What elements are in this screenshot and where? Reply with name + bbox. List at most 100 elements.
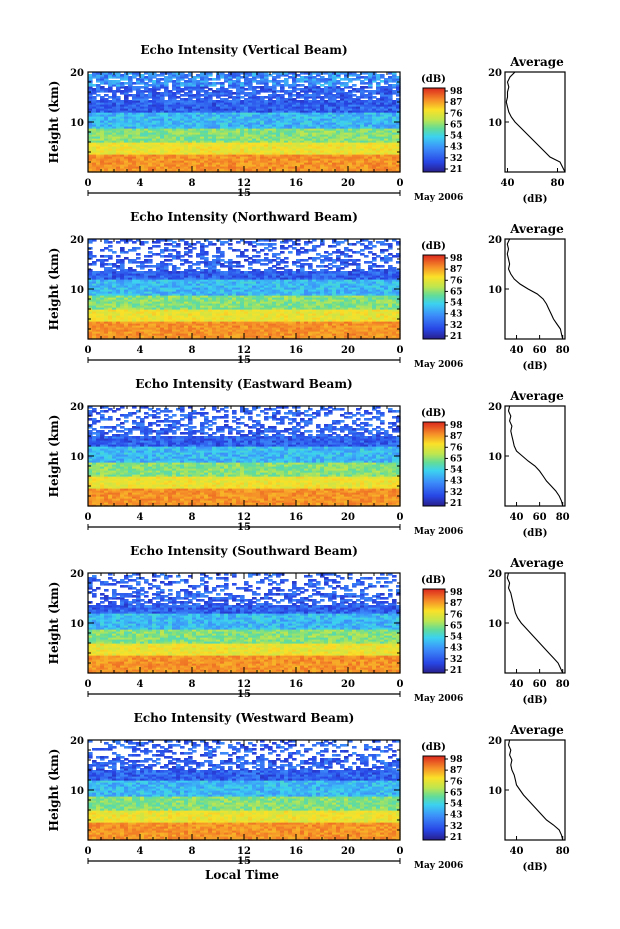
heatmap-cell xyxy=(184,166,189,169)
heatmap-cell xyxy=(316,170,321,173)
heatmap-cell xyxy=(212,146,217,149)
heatmap-cell xyxy=(132,156,137,159)
heatmap-cell xyxy=(184,134,189,137)
heatmap-cell xyxy=(104,164,109,167)
heatmap-cell xyxy=(92,154,97,157)
heatmap-cell xyxy=(260,96,265,99)
heatmap-cell xyxy=(256,90,261,93)
heatmap-cell xyxy=(336,128,341,131)
heatmap-cell xyxy=(392,168,397,171)
heatmap-cell xyxy=(280,158,285,161)
heatmap-cell xyxy=(312,148,317,151)
heatmap-cell xyxy=(320,156,325,159)
heatmap-cell xyxy=(172,134,177,137)
heatmap-cell xyxy=(96,156,101,159)
heatmap-cell xyxy=(196,162,201,165)
heatmap-cell xyxy=(348,124,353,127)
heatmap-cell xyxy=(240,150,245,153)
heatmap-cell xyxy=(284,154,289,157)
heatmap-cell xyxy=(88,148,93,151)
heatmap-cell xyxy=(328,134,333,137)
heatmap-cell xyxy=(112,156,117,159)
heatmap-cell xyxy=(228,148,233,151)
heatmap-cell xyxy=(248,92,253,95)
heatmap-cell xyxy=(152,134,157,137)
heatmap-cell xyxy=(88,170,93,173)
heatmap-cell xyxy=(192,142,197,145)
heatmap-cell xyxy=(376,164,381,167)
heatmap-cell xyxy=(164,160,169,163)
heatmap-cell xyxy=(312,76,317,79)
heatmap-cell xyxy=(280,130,285,133)
heatmap-cell xyxy=(372,166,377,169)
heatmap-cell xyxy=(180,88,185,91)
heatmap-cell xyxy=(284,138,289,141)
heatmap-cell xyxy=(216,146,221,149)
heatmap-cell xyxy=(296,170,301,173)
heatmap-cell xyxy=(392,90,397,93)
heatmap-cell xyxy=(272,136,277,139)
heatmap-cell xyxy=(284,98,289,101)
heatmap-cell xyxy=(292,168,297,171)
heatmap-cell xyxy=(276,168,281,171)
heatmap-cell xyxy=(100,150,105,153)
heatmap-cell xyxy=(212,166,217,169)
heatmap-cell xyxy=(296,150,301,153)
heatmap-cell xyxy=(264,100,269,103)
heatmap-cell xyxy=(188,134,193,137)
heatmap-cell xyxy=(268,156,273,159)
heatmap-cell xyxy=(376,154,381,157)
heatmap-cell xyxy=(356,96,361,99)
x-tick-label: 4 xyxy=(137,178,144,189)
heatmap-cell xyxy=(232,136,237,139)
heatmap-cell xyxy=(192,126,197,129)
heatmap-cell xyxy=(88,132,93,135)
heatmap-cell xyxy=(328,162,333,165)
heatmap-cell xyxy=(312,152,317,155)
heatmap-cell xyxy=(200,160,205,163)
heatmap-cell xyxy=(360,134,365,137)
heatmap-cell xyxy=(324,152,329,155)
heatmap-cell xyxy=(284,168,289,171)
heatmap-cell xyxy=(292,94,297,97)
heatmap-cell xyxy=(200,168,205,171)
heatmap-cell xyxy=(396,164,401,167)
heatmap-cell xyxy=(352,162,357,165)
heatmap-cell xyxy=(272,126,277,129)
heatmap-cell xyxy=(232,126,237,129)
heatmap-cell xyxy=(340,152,345,155)
heatmap-cell xyxy=(264,154,269,157)
heatmap-cell xyxy=(260,148,265,151)
heatmap-cell xyxy=(232,140,237,143)
heatmap-cell xyxy=(324,132,329,135)
heatmap-cell xyxy=(164,166,169,169)
heatmap-cell xyxy=(288,158,293,161)
heatmap-cell xyxy=(208,148,213,151)
heatmap-cell xyxy=(264,128,269,131)
heatmap-cell xyxy=(356,152,361,155)
heatmap-cell xyxy=(376,98,381,101)
heatmap-cell xyxy=(372,162,377,165)
heatmap-cell xyxy=(104,142,109,145)
heatmap-cell xyxy=(216,162,221,165)
heatmap-cell xyxy=(172,138,177,141)
heatmap-cell xyxy=(212,168,217,171)
heatmap-cell xyxy=(392,152,397,155)
heatmap-cell xyxy=(140,166,145,169)
heatmap-cell xyxy=(300,84,305,87)
panel-0: Echo Intensity (Vertical Beam)1020Height… xyxy=(47,43,566,205)
heatmap-cell xyxy=(200,128,205,131)
heatmap-cell xyxy=(128,170,133,173)
heatmap-cell xyxy=(88,144,93,147)
heatmap-cell xyxy=(208,132,213,135)
heatmap-cell xyxy=(244,164,249,167)
heatmap-cell xyxy=(292,148,297,151)
heatmap-cell xyxy=(96,140,101,143)
heatmap-cell xyxy=(388,154,393,157)
heatmap-cell xyxy=(356,128,361,131)
heatmap-cell xyxy=(192,136,197,139)
heatmap-cell xyxy=(252,156,257,159)
heatmap-cell xyxy=(116,166,121,169)
heatmap-cell xyxy=(120,152,125,155)
heatmap-cell xyxy=(308,148,313,151)
